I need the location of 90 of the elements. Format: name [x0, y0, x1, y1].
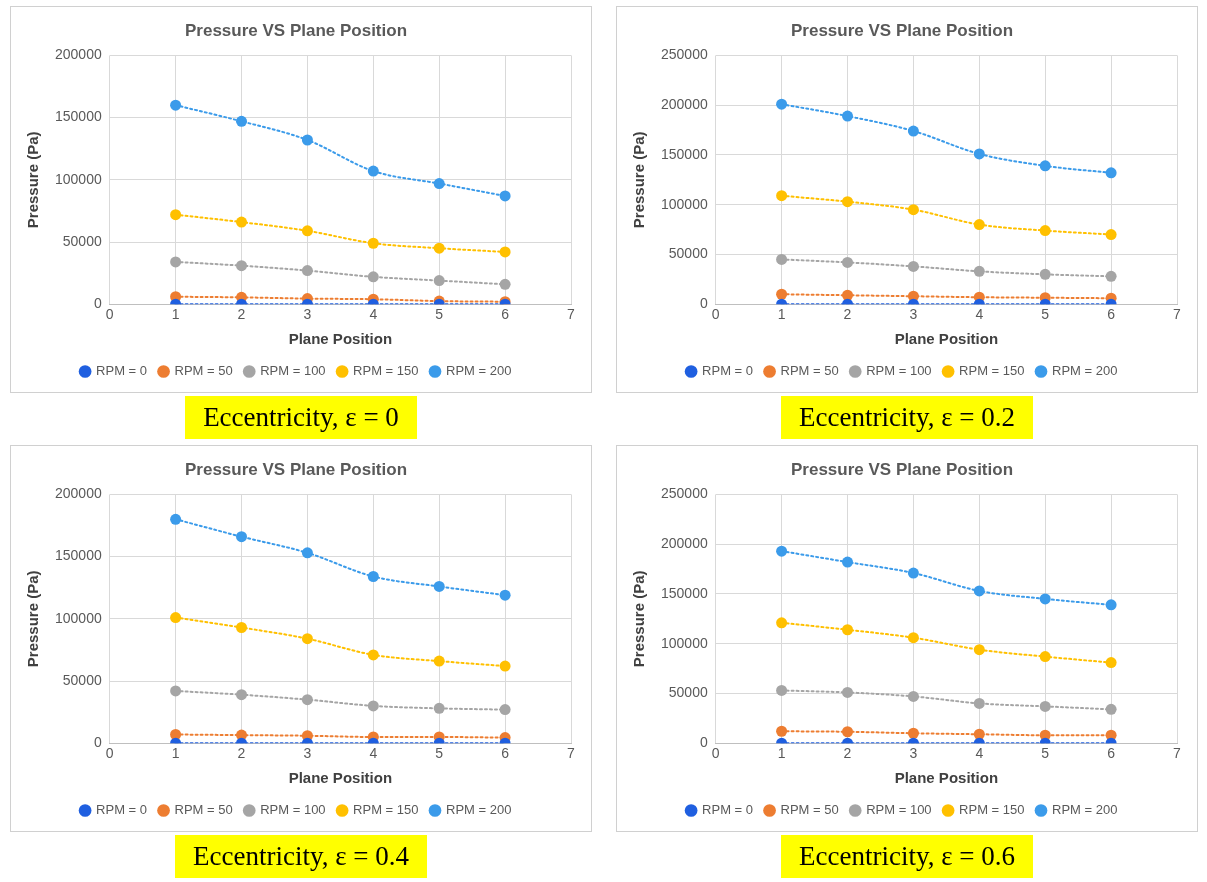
x-tick-label: 1: [777, 745, 786, 762]
x-tick-label: 6: [1107, 745, 1116, 762]
legend-label: RPM = 150: [959, 363, 1025, 379]
y-tick-label: 50000: [62, 232, 102, 249]
y-tick-label: 150000: [55, 108, 102, 125]
legend-label: RPM = 150: [959, 802, 1025, 818]
x-tick-label: 2: [843, 306, 852, 323]
x-tick-label: 1: [171, 306, 180, 323]
x-tick-label: 7: [1173, 745, 1182, 762]
x-tick-label: 6: [1107, 306, 1116, 323]
text: Eccentricity, ε = 0.4: [175, 835, 427, 878]
chart-title: Pressure VS Plane Position: [184, 20, 408, 40]
legend-label: RPM = 100: [260, 363, 326, 379]
y-axis-title: Pressure (Pa): [630, 131, 648, 229]
y-tick-label: 150000: [661, 584, 708, 601]
y-tick-label: 0: [699, 295, 708, 312]
text: Eccentricity, ε = 0.2: [781, 396, 1033, 439]
legend-label: RPM = 150: [353, 363, 419, 379]
chart-title: Pressure VS Plane Position: [790, 459, 1014, 479]
legend-label: RPM = 50: [174, 802, 233, 818]
legend-label: RPM = 100: [866, 363, 932, 379]
x-tick-label: 5: [435, 306, 444, 323]
x-tick-label: 5: [435, 745, 444, 762]
y-tick-label: 200000: [55, 46, 102, 63]
legend-label: RPM = 150: [353, 802, 419, 818]
x-tick-label: 3: [303, 306, 312, 323]
x-tick-label: 0: [105, 306, 114, 323]
y-tick-label: 50000: [62, 671, 102, 688]
x-axis-title: Plane Position: [288, 769, 393, 787]
x-tick-label: 6: [501, 306, 510, 323]
legend-label: RPM = 50: [780, 363, 839, 379]
y-tick-label: 100000: [55, 170, 102, 187]
x-tick-label: 1: [171, 745, 180, 762]
y-tick-label: 50000: [668, 245, 708, 262]
y-tick-label: 250000: [661, 485, 708, 502]
y-tick-label: 150000: [661, 145, 708, 162]
x-tick-label: 4: [975, 306, 984, 323]
text: Eccentricity, ε = 0.6: [781, 835, 1033, 878]
legend-label: RPM = 0: [96, 363, 148, 379]
x-tick-label: 1: [777, 306, 786, 323]
x-axis-title: Plane Position: [894, 330, 999, 348]
y-tick-label: 250000: [661, 46, 708, 63]
legend-label: RPM = 200: [1052, 802, 1118, 818]
y-tick-label: 100000: [661, 634, 708, 651]
y-tick-label: 0: [93, 295, 102, 312]
x-tick-label: 3: [303, 745, 312, 762]
legend-label: RPM = 200: [446, 363, 512, 379]
x-tick-label: 0: [105, 745, 114, 762]
text: Eccentricity, ε = 0: [185, 396, 417, 439]
y-tick-label: 50000: [668, 684, 708, 701]
x-tick-label: 0: [711, 306, 720, 323]
x-tick-label: 4: [369, 306, 378, 323]
chart-title: Pressure VS Plane Position: [184, 459, 408, 479]
y-axis-title: Pressure (Pa): [24, 570, 42, 668]
legend-label: RPM = 100: [260, 802, 326, 818]
legend-label: RPM = 0: [96, 802, 148, 818]
legend-label: RPM = 200: [446, 802, 512, 818]
y-tick-label: 100000: [661, 195, 708, 212]
x-tick-label: 2: [237, 306, 246, 323]
legend-label: RPM = 100: [866, 802, 932, 818]
y-tick-label: 100000: [55, 609, 102, 626]
x-tick-label: 7: [567, 745, 576, 762]
x-tick-label: 7: [1173, 306, 1182, 323]
y-tick-label: 150000: [55, 547, 102, 564]
y-axis-title: Pressure (Pa): [24, 131, 42, 229]
y-tick-label: 0: [699, 734, 708, 751]
y-tick-label: 200000: [661, 535, 708, 552]
legend-label: RPM = 50: [780, 802, 839, 818]
x-tick-label: 5: [1041, 306, 1050, 323]
x-tick-label: 3: [909, 306, 918, 323]
y-tick-label: 200000: [661, 96, 708, 113]
x-axis-title: Plane Position: [894, 769, 999, 787]
x-tick-label: 4: [975, 745, 984, 762]
legend-label: RPM = 0: [702, 802, 754, 818]
x-tick-label: 7: [567, 306, 576, 323]
x-tick-label: 0: [711, 745, 720, 762]
x-tick-label: 5: [1041, 745, 1050, 762]
y-axis-title: Pressure (Pa): [630, 570, 648, 668]
legend-label: RPM = 0: [702, 363, 754, 379]
legend-label: RPM = 50: [174, 363, 233, 379]
legend-label: RPM = 200: [1052, 363, 1118, 379]
x-tick-label: 4: [369, 745, 378, 762]
x-tick-label: 2: [237, 745, 246, 762]
x-tick-label: 3: [909, 745, 918, 762]
y-tick-label: 200000: [55, 485, 102, 502]
x-tick-label: 6: [501, 745, 510, 762]
x-axis-title: Plane Position: [288, 330, 393, 348]
y-tick-label: 0: [93, 734, 102, 751]
chart-title: Pressure VS Plane Position: [790, 20, 1014, 40]
x-tick-label: 2: [843, 745, 852, 762]
